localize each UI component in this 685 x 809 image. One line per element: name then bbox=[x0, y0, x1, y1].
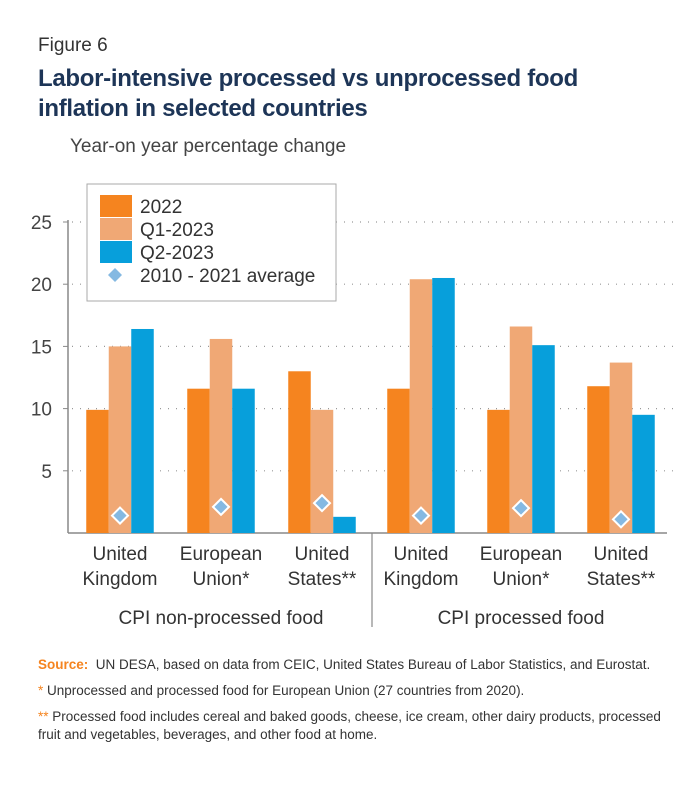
bar-q2-2023 bbox=[131, 328, 154, 533]
footnote-1: * Unprocessed and processed food for Eur… bbox=[38, 682, 668, 700]
footnote-2: ** Processed food includes cereal and ba… bbox=[38, 708, 668, 744]
category-label: Union* bbox=[492, 569, 550, 590]
category-label: Union* bbox=[192, 569, 250, 590]
bar-2022 bbox=[487, 409, 510, 533]
bar-2022 bbox=[387, 388, 410, 533]
legend-swatch bbox=[100, 218, 132, 240]
y-axis-label: Year-on year percentage change bbox=[70, 136, 347, 157]
bar-q1-2023 bbox=[209, 338, 233, 533]
category-label: United bbox=[93, 544, 148, 565]
group-label: CPI non-processed food bbox=[119, 608, 324, 629]
legend-label: Q1-2023 bbox=[140, 220, 214, 241]
figure-label: Figure 6 bbox=[38, 35, 108, 56]
bar-2022 bbox=[187, 388, 210, 533]
average-marker bbox=[611, 509, 631, 529]
legend-label: 2010 - 2021 average bbox=[140, 266, 315, 287]
y-tick-label: 25 bbox=[31, 213, 52, 234]
category-label: European bbox=[480, 544, 562, 565]
source-text: UN DESA, based on data from CEIC, United… bbox=[95, 657, 651, 672]
footnote-1-mark: * bbox=[38, 683, 44, 698]
y-tick-label: 20 bbox=[31, 275, 52, 296]
category-label: States** bbox=[288, 569, 357, 590]
legend-swatch bbox=[100, 241, 132, 263]
bar-q2-2023 bbox=[632, 414, 655, 533]
average-marker bbox=[312, 493, 332, 513]
bar-q1-2023 bbox=[409, 279, 433, 533]
bar-2022 bbox=[587, 386, 610, 533]
y-tick-label: 5 bbox=[41, 462, 52, 483]
bar-q1-2023 bbox=[609, 362, 633, 533]
category-label: United bbox=[594, 544, 649, 565]
category-label: States** bbox=[587, 569, 656, 590]
bar-q2-2023 bbox=[333, 516, 356, 533]
footnote-2-text: Processed food includes cereal and baked… bbox=[38, 709, 661, 742]
legend-label: 2022 bbox=[140, 197, 182, 218]
average-marker bbox=[211, 497, 231, 517]
notes: Source: UN DESA, based on data from CEIC… bbox=[38, 656, 668, 752]
bar-q1-2023 bbox=[509, 326, 533, 533]
chart: 5 10 15 20 25 United Kingdom European Union* Unit… bbox=[31, 183, 680, 629]
bar-2022 bbox=[86, 409, 109, 533]
category-label: United bbox=[295, 544, 350, 565]
legend-label: Q2-2023 bbox=[140, 243, 214, 264]
legend-marker-average bbox=[108, 268, 122, 282]
average-marker bbox=[110, 506, 130, 525]
source-label: Source: bbox=[38, 657, 89, 672]
bar-2022 bbox=[288, 371, 311, 533]
bar-q1-2023 bbox=[108, 346, 132, 533]
category-label: Kingdom bbox=[83, 569, 158, 590]
footnote-1-text: Unprocessed and processed food for Europ… bbox=[47, 683, 525, 698]
bar-q1-2023 bbox=[310, 409, 334, 533]
y-tick-label: 15 bbox=[31, 337, 52, 358]
group-label: CPI processed food bbox=[438, 608, 605, 629]
legend-swatch bbox=[100, 195, 132, 217]
footnote-2-mark: ** bbox=[38, 709, 49, 724]
average-marker bbox=[411, 506, 431, 525]
average-marker bbox=[511, 498, 531, 518]
category-label: European bbox=[180, 544, 262, 565]
bar-q2-2023 bbox=[532, 345, 555, 533]
y-tick-label: 10 bbox=[31, 400, 52, 421]
bar-q2-2023 bbox=[232, 388, 255, 533]
category-label: United bbox=[394, 544, 449, 565]
bar-q2-2023 bbox=[432, 277, 455, 533]
category-label: Kingdom bbox=[384, 569, 459, 590]
source-note: Source: UN DESA, based on data from CEIC… bbox=[38, 656, 668, 674]
chart-title: Labor-intensive processed vs unprocessed… bbox=[38, 65, 578, 122]
